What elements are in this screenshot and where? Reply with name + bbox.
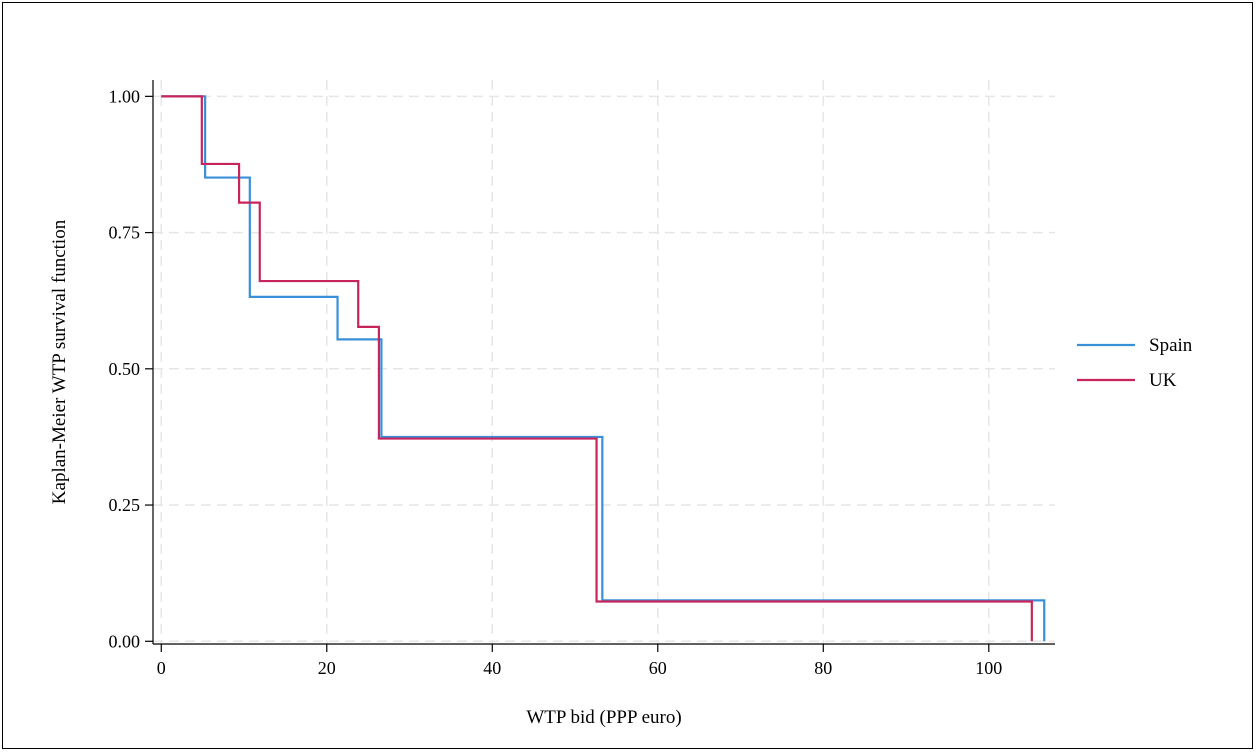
x-axis-title: WTP bid (PPP euro) bbox=[526, 707, 681, 728]
x-tick-label: 40 bbox=[483, 658, 501, 678]
x-tick-label: 100 bbox=[975, 658, 1002, 678]
y-tick-label: 0.00 bbox=[109, 631, 141, 651]
y-tick-label: 0.25 bbox=[109, 495, 141, 515]
axes: 0 20 40 60 80 100 0.00 0.25 0.50 0.75 1.00 bbox=[109, 80, 1055, 678]
y-tick-label: 1.00 bbox=[109, 86, 141, 106]
grid-lines bbox=[153, 80, 1055, 644]
y-tick-label: 0.50 bbox=[109, 359, 141, 379]
legend: Spain UK bbox=[1077, 335, 1193, 391]
y-tick-label: 0.75 bbox=[109, 223, 141, 243]
series-lines bbox=[161, 95, 1046, 642]
series-line-uk bbox=[161, 95, 1033, 642]
x-tick-label: 80 bbox=[814, 658, 832, 678]
x-tick-label: 20 bbox=[318, 658, 336, 678]
legend-label-uk: UK bbox=[1149, 370, 1177, 391]
x-tick-label: 60 bbox=[649, 658, 667, 678]
legend-label-spain: Spain bbox=[1149, 335, 1193, 356]
y-axis-title: Kaplan-Meier WTP survival function bbox=[49, 219, 70, 504]
x-tick-label: 0 bbox=[157, 658, 166, 678]
